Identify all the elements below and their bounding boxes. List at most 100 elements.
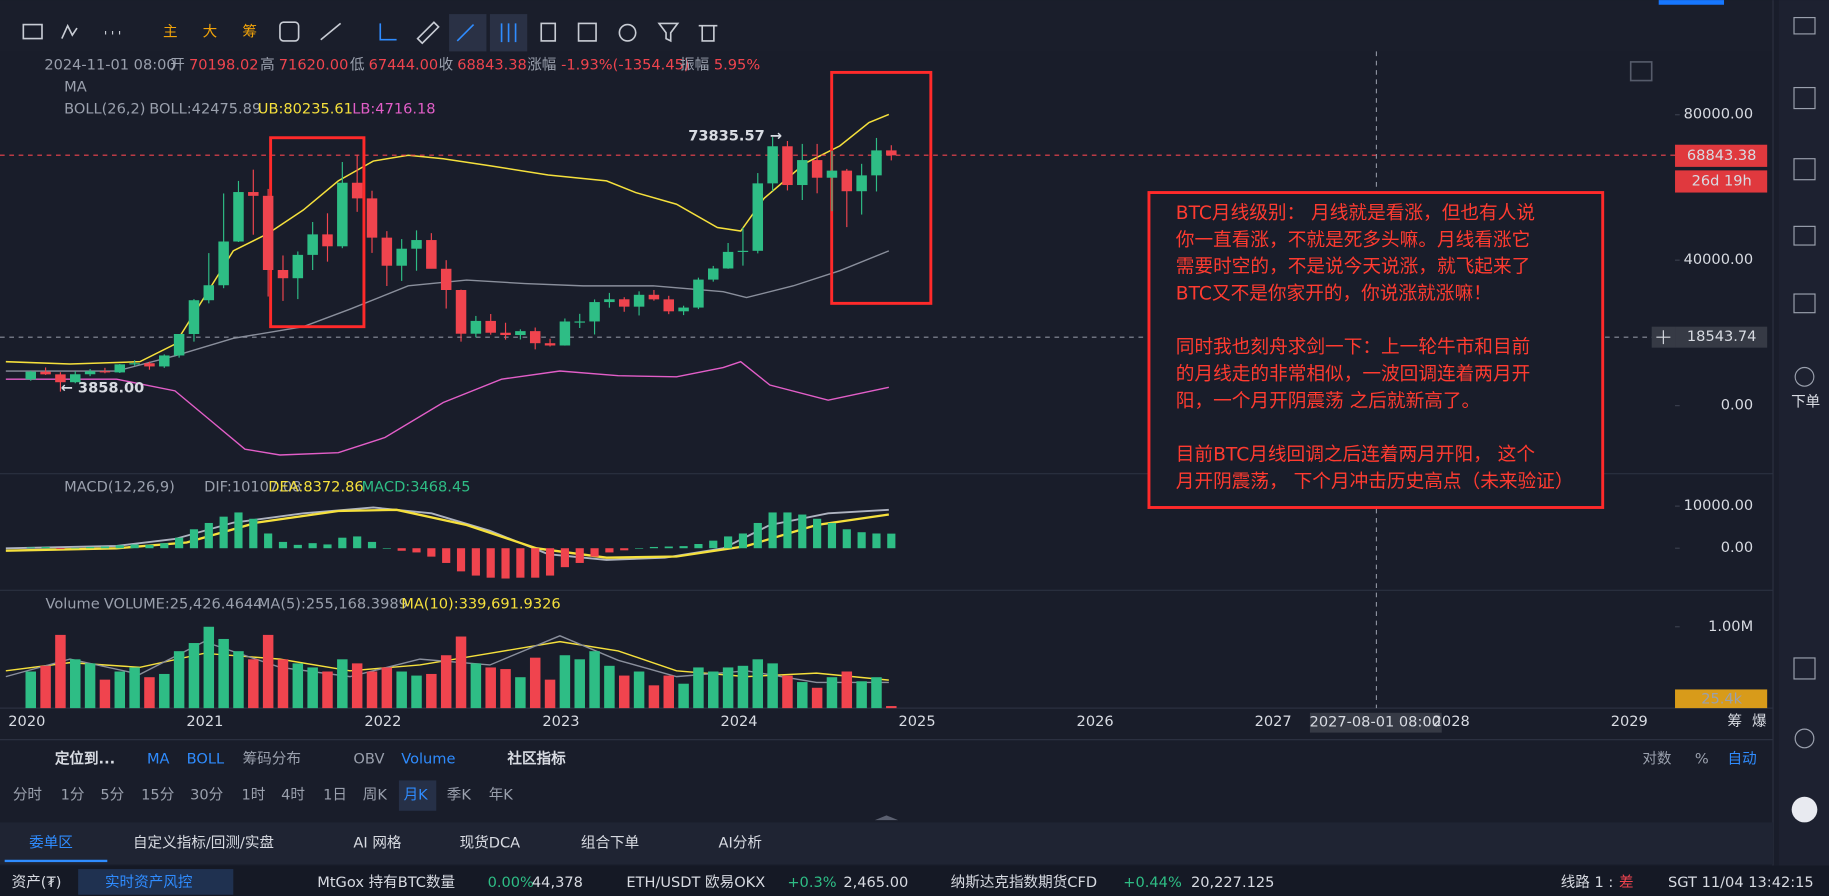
icon[interactable] <box>1793 158 1816 181</box>
candle-body <box>678 307 689 312</box>
icon[interactable] <box>657 22 680 43</box>
icon[interactable] <box>1794 366 1815 387</box>
ticker-name[interactable]: ETH/USDT 欧易OKX <box>626 874 765 891</box>
icon[interactable] <box>1793 16 1816 35</box>
scale-option[interactable]: 对数 <box>1642 750 1672 767</box>
timeframe[interactable]: 年K <box>489 787 514 804</box>
icon[interactable] <box>416 21 440 45</box>
axis-icon[interactable]: 爆 <box>1752 713 1767 730</box>
risk-button[interactable] <box>78 869 234 895</box>
tab[interactable]: 现货DCA <box>460 834 521 851</box>
countdown-label: 26d 19h <box>1692 172 1752 189</box>
toolbar-button[interactable]: 筹 <box>242 24 257 41</box>
timeframe[interactable]: 30分 <box>190 787 223 804</box>
boll-label: BOLL:42475.89 <box>149 101 261 118</box>
icon-active[interactable] <box>449 14 487 52</box>
timeframe[interactable]: 周K <box>363 787 388 804</box>
icon[interactable] <box>1793 86 1816 110</box>
timeframe[interactable]: 4时 <box>281 787 305 804</box>
icon[interactable] <box>540 22 557 42</box>
indicator-item[interactable]: 筹码分布 <box>243 750 301 767</box>
toolbar-button[interactable]: 大 <box>203 24 218 41</box>
candle-body <box>99 371 111 373</box>
tab[interactable]: 自定义指标/回测/实盘 <box>133 833 274 851</box>
macd-bar <box>249 518 258 549</box>
indicator-item[interactable]: BOLL <box>187 750 225 767</box>
tab[interactable]: AI 网格 <box>353 834 401 851</box>
icon[interactable] <box>1793 225 1816 246</box>
boll-label: BOLL(26,2) <box>64 101 145 118</box>
timeframe[interactable]: 1分 <box>61 787 85 804</box>
volume-bar <box>248 659 259 709</box>
candle-body <box>114 364 126 373</box>
macd-bar <box>709 540 718 549</box>
indicator-item[interactable]: Volume <box>401 750 455 767</box>
candle-body <box>708 268 719 280</box>
assistant-icon[interactable] <box>1791 796 1818 823</box>
countdown-tag <box>1675 170 1768 193</box>
axis-icon[interactable]: 筹 <box>1728 713 1743 730</box>
icon[interactable] <box>379 23 397 41</box>
community-button[interactable]: 社区指标 <box>506 749 566 767</box>
ticker-name[interactable]: MtGox 持有BTC数量 <box>317 874 455 891</box>
handle[interactable] <box>874 815 899 821</box>
icon[interactable] <box>61 23 78 39</box>
candle-body <box>826 170 838 178</box>
timeframe[interactable]: 季K <box>447 787 472 804</box>
icon[interactable] <box>1793 657 1816 680</box>
macd-bar <box>189 529 199 549</box>
timeframe[interactable]: 5分 <box>100 787 124 804</box>
top-button[interactable] <box>1658 0 1725 5</box>
indicator-item[interactable]: MA <box>147 750 170 767</box>
timeframe[interactable]: 分时 <box>13 787 43 804</box>
icon[interactable] <box>22 23 43 40</box>
assets-label[interactable]: 资产(₮) <box>12 874 62 891</box>
candle-body <box>589 302 600 322</box>
plus[interactable] <box>1656 330 1671 345</box>
sidebar-icons <box>1791 16 1818 823</box>
toolbar-button[interactable]: 主 <box>163 24 178 41</box>
timeframe-active[interactable] <box>398 780 437 811</box>
tab[interactable]: 委单区 <box>29 834 73 851</box>
candle-body <box>25 371 36 380</box>
timeframe[interactable]: 15分 <box>141 787 174 804</box>
volume-bar <box>782 675 793 709</box>
timeframe[interactable]: 1日 <box>323 787 347 804</box>
x-tick-label: 2020 <box>8 713 45 730</box>
timeframe[interactable]: 月K <box>404 787 429 804</box>
icon[interactable] <box>1793 293 1816 314</box>
order-label[interactable]: 下单 <box>1791 394 1820 411</box>
boll-label: UB:80235.61 <box>258 101 353 118</box>
timeframe[interactable]: 1时 <box>241 787 265 804</box>
info-value: 5.95% <box>714 56 760 73</box>
icon[interactable] <box>456 23 475 42</box>
icon[interactable] <box>1794 728 1815 749</box>
icon[interactable] <box>577 22 597 42</box>
indicator-item[interactable]: OBV <box>353 750 384 767</box>
candle-body <box>618 299 630 307</box>
macd-bar <box>278 541 288 549</box>
expand-icon[interactable] <box>1629 61 1653 82</box>
macd-bar <box>412 548 421 553</box>
icon[interactable] <box>320 22 342 41</box>
volume-bar <box>663 675 675 709</box>
icon[interactable] <box>698 24 718 42</box>
volume-bar <box>559 655 571 709</box>
volume-bar <box>262 634 274 709</box>
tab-bar <box>0 822 1774 865</box>
icon[interactable] <box>618 23 637 42</box>
locate-button[interactable]: 定位到... <box>55 749 115 767</box>
icon[interactable] <box>279 21 300 42</box>
icon[interactable] <box>500 23 517 43</box>
tab[interactable]: AI分析 <box>719 834 762 851</box>
tab[interactable]: 组合下单 <box>581 834 639 851</box>
x-tick-label: 2025 <box>899 713 936 730</box>
volume-bar <box>40 665 51 709</box>
info-value: 67444.00 <box>369 56 439 73</box>
ticker-name[interactable]: 纳斯达克指数期货CFD <box>951 874 1097 891</box>
scale-option[interactable]: 自动 <box>1728 750 1757 767</box>
volume-bar <box>337 659 348 709</box>
scale-option[interactable]: % <box>1695 750 1709 767</box>
risk-label[interactable]: 实时资产风控 <box>105 874 193 891</box>
